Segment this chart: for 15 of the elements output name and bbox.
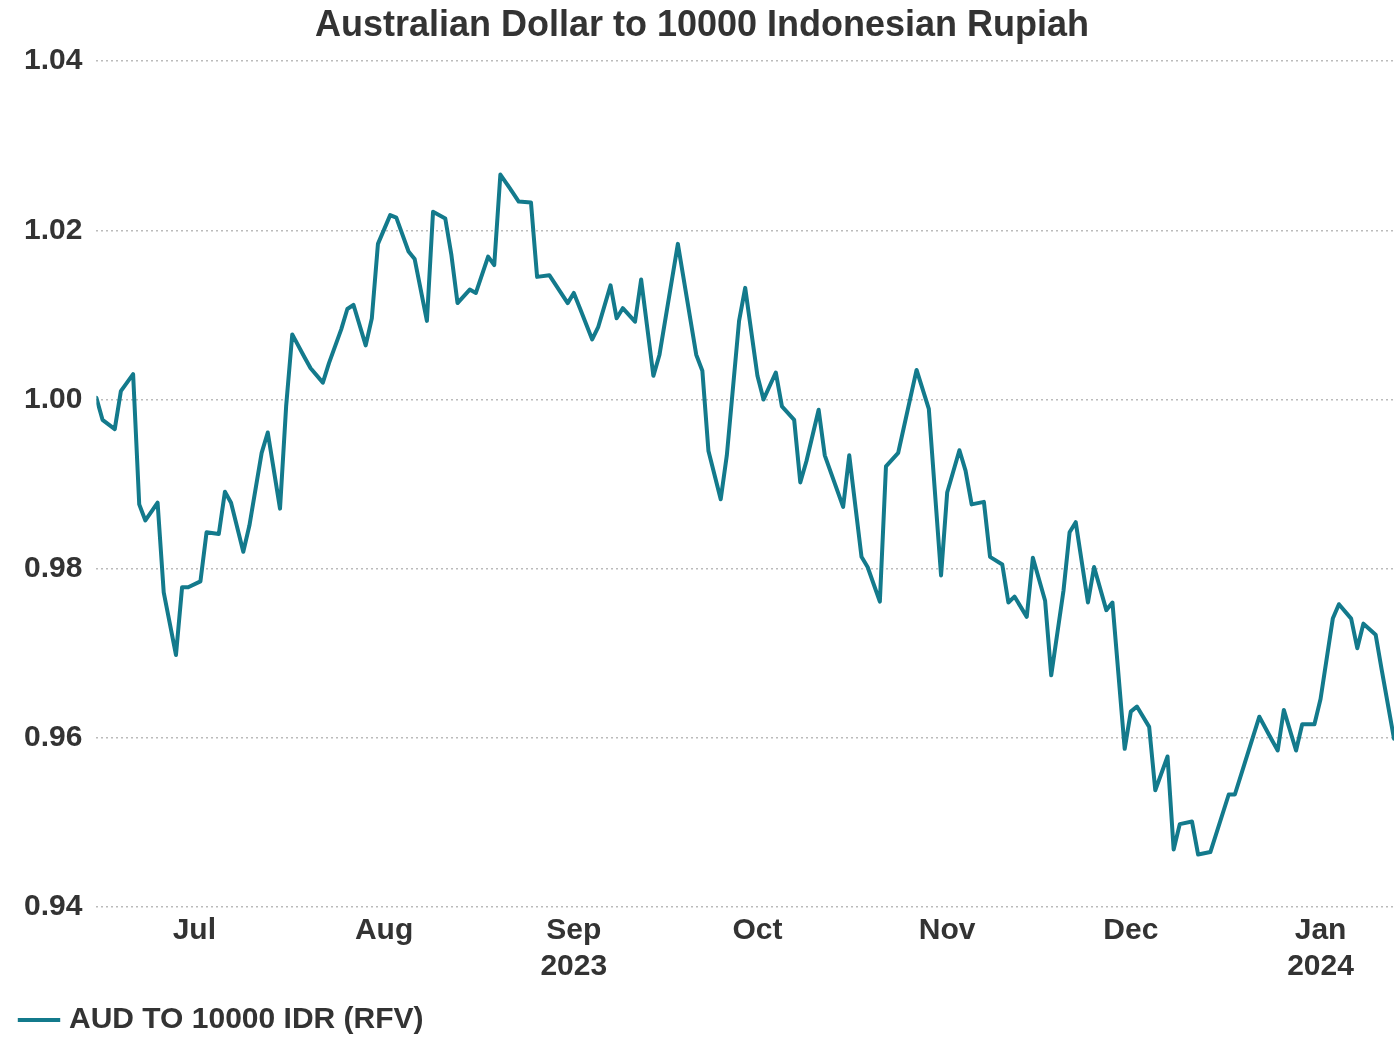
y-tick-label: 1.02 [24,211,83,245]
y-tick-label: 0.96 [24,719,83,753]
y-tick-label: 1.04 [24,42,83,76]
y-tick-label: 0.98 [24,549,83,583]
x-tick-label: Sep 2023 [540,912,608,982]
y-tick-label: 0.94 [24,888,83,922]
x-tick-label: Jul [172,912,216,946]
y-tick-label: 1.00 [24,380,83,414]
x-tick-label: Aug [354,912,414,946]
legend-label: AUD TO 10000 IDR (RFV) [69,1001,424,1035]
x-tick-label: Nov [918,912,976,946]
x-tick-label: Oct [732,912,783,946]
x-tick-label: Jan 2024 [1287,912,1355,982]
chart-title: Australian Dollar to 10000 Indonesian Rupiah [314,2,1090,44]
x-tick-label: Dec [1103,912,1159,946]
